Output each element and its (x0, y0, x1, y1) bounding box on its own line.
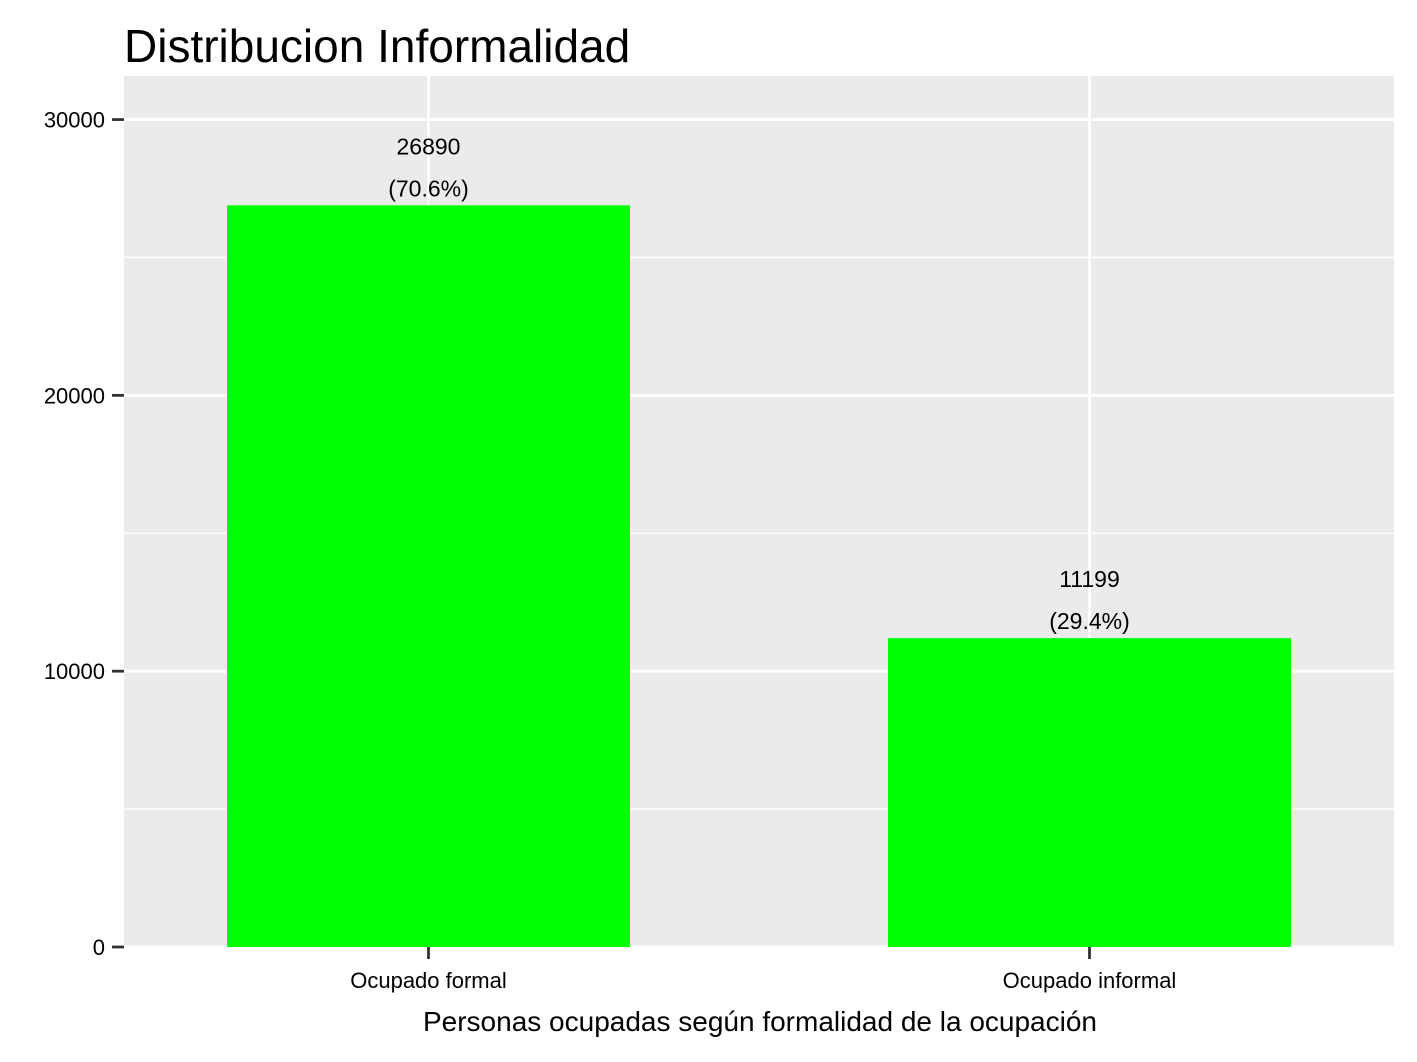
y-axis: 0 10000 20000 30000 (44, 108, 124, 960)
bar-ocupado-informal (888, 638, 1291, 947)
x-tick-label: Ocupado informal (1003, 968, 1177, 993)
data-label-percent: (70.6%) (388, 175, 469, 201)
y-tick-label: 30000 (44, 108, 105, 133)
data-label-count: 26890 (397, 133, 461, 159)
data-label-count: 11199 (1059, 566, 1120, 592)
y-tick-label: 10000 (44, 659, 105, 684)
x-tick-label: Ocupado formal (350, 968, 507, 993)
bars (227, 205, 1291, 947)
data-labels: 26890 (70.6%) 11199 (29.4%) (388, 133, 1130, 634)
chart-title: Distribucion Informalidad (124, 20, 630, 72)
bar-ocupado-formal (227, 205, 630, 947)
x-axis-title: Personas ocupadas según formalidad de la… (423, 1006, 1097, 1037)
y-tick-label: 20000 (44, 383, 105, 408)
data-label-percent: (29.4%) (1049, 608, 1130, 634)
x-axis: Ocupado formal Ocupado informal (350, 947, 1176, 993)
y-tick-label: 0 (93, 935, 105, 960)
